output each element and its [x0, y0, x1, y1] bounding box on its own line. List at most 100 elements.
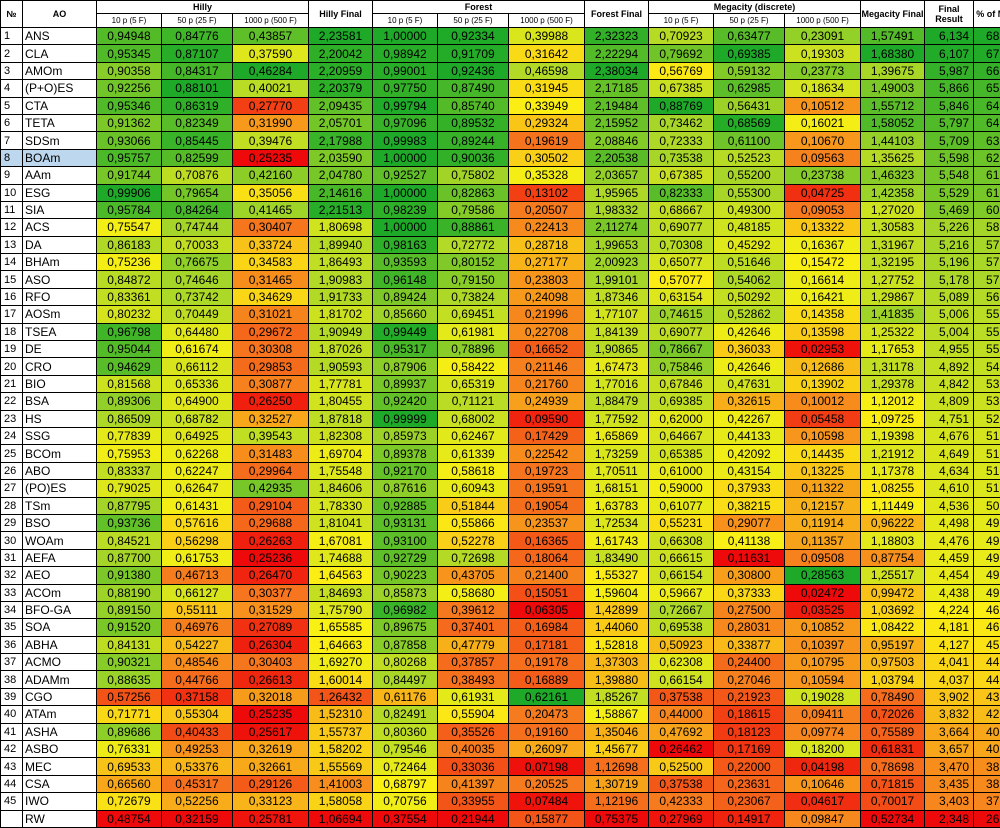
final-result-cell: 4,181	[925, 619, 974, 636]
header-ao: AO	[23, 1, 97, 28]
pct-max-cell: 53,44	[974, 393, 1000, 410]
forest-1000p-cell: 0,13102	[509, 184, 585, 201]
forest-final-cell: 1,55327	[585, 567, 649, 584]
megacity-50p-cell: 0,36033	[714, 341, 785, 358]
megacity-1000p-cell: 0,04617	[785, 793, 861, 810]
forest-10p-cell: 0,70756	[373, 793, 438, 810]
megacity-50p-cell: 0,69385	[714, 45, 785, 62]
row-number: 11	[1, 201, 23, 218]
row-number: 5	[1, 97, 23, 114]
header-hilly-50p: 50 p (25 F)	[162, 14, 233, 28]
pct-max-cell: 66,52	[974, 62, 1000, 79]
pct-max-cell: 60,76	[974, 201, 1000, 218]
forest-final-cell: 1,30719	[585, 775, 649, 792]
forest-1000p-cell: 0,19160	[509, 723, 585, 740]
forest-1000p-cell: 0,16652	[509, 341, 585, 358]
forest-1000p-cell: 0,29324	[509, 114, 585, 131]
forest-final-cell: 1,84139	[585, 323, 649, 340]
header-final-result: Final Result	[925, 1, 974, 28]
hilly-1000p-cell: 0,30377	[233, 584, 309, 601]
hilly-1000p-cell: 0,34629	[233, 288, 309, 305]
final-result-cell: 4,459	[925, 549, 974, 566]
row-number: 37	[1, 654, 23, 671]
pct-max-cell: 61,44	[974, 184, 1000, 201]
megacity-1000p-cell: 0,23091	[785, 28, 861, 45]
row-number: 16	[1, 288, 23, 305]
forest-final-cell: 2,00923	[585, 254, 649, 271]
megacity-1000p-cell: 0,11322	[785, 480, 861, 497]
hilly-1000p-cell: 0,30407	[233, 219, 309, 236]
megacity-1000p-cell: 0,13225	[785, 462, 861, 479]
hilly-50p-cell: 0,70876	[162, 167, 233, 184]
row-number: 31	[1, 549, 23, 566]
final-result-cell: 4,127	[925, 636, 974, 653]
megacity-50p-cell: 0,38215	[714, 497, 785, 514]
megacity-50p-cell: 0,62985	[714, 80, 785, 97]
final-result-cell: 4,955	[925, 341, 974, 358]
pct-max-cell: 49,74	[974, 532, 1000, 549]
hilly-final-cell: 1,69270	[309, 654, 373, 671]
forest-1000p-cell: 0,23803	[509, 271, 585, 288]
megacity-1000p-cell: 0,09774	[785, 723, 861, 740]
algorithm-name: HS	[23, 410, 97, 427]
megacity-1000p-cell: 0,14435	[785, 445, 861, 462]
hilly-1000p-cell: 0,30403	[233, 654, 309, 671]
header-megacity-10p: 10 p (5 F)	[649, 14, 714, 28]
megacity-1000p-cell: 0,09563	[785, 149, 861, 166]
row-number: 7	[1, 132, 23, 149]
megacity-1000p-cell: 0,04198	[785, 758, 861, 775]
row-number: 34	[1, 601, 23, 618]
megacity-1000p-cell: 0,19303	[785, 45, 861, 62]
megacity-50p-cell: 0,47631	[714, 375, 785, 392]
hilly-1000p-cell: 0,26250	[233, 393, 309, 410]
megacity-10p-cell: 0,66154	[649, 671, 714, 688]
hilly-50p-cell: 0,87107	[162, 45, 233, 62]
